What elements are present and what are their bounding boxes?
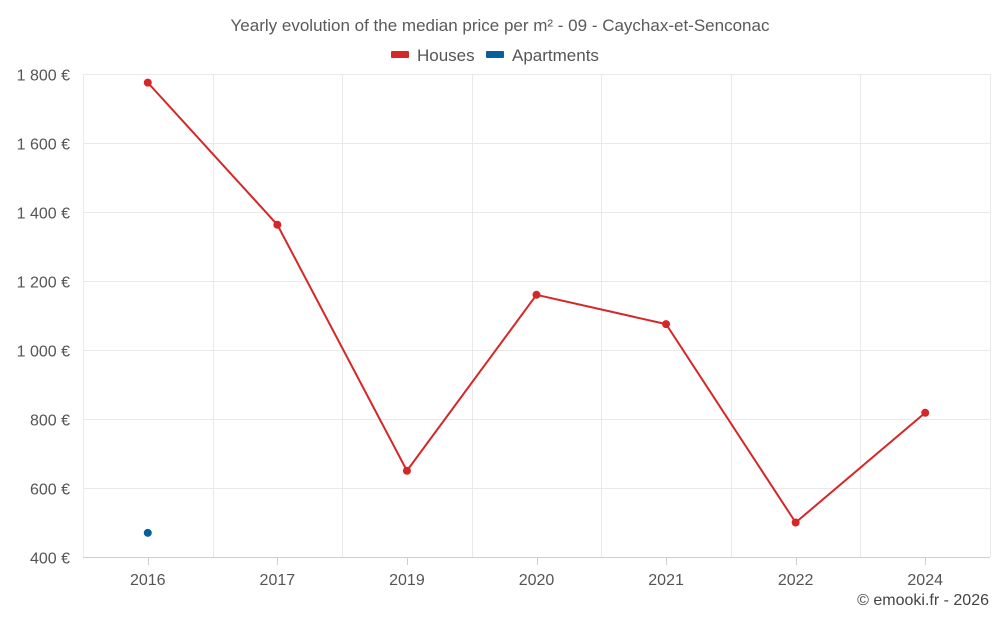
x-tick-label: 2019 bbox=[389, 572, 425, 589]
x-tick-label: 2022 bbox=[778, 572, 814, 589]
legend-swatch-houses bbox=[391, 51, 409, 58]
series-line-houses bbox=[147, 81, 926, 524]
data-point-houses[interactable] bbox=[662, 320, 671, 329]
data-point-houses[interactable] bbox=[791, 518, 800, 527]
credit-label: © emooki.fr - 2026 bbox=[857, 592, 989, 609]
y-tick-label: 1 200 € bbox=[17, 275, 70, 292]
series-layer bbox=[143, 78, 930, 537]
x-tick-label: 2017 bbox=[260, 572, 296, 589]
data-point-houses[interactable] bbox=[273, 220, 282, 229]
y-tick-label: 1 800 € bbox=[17, 68, 70, 85]
data-point-houses[interactable] bbox=[402, 466, 411, 475]
legend-item-apartments[interactable]: Apartments bbox=[486, 46, 599, 65]
y-tick-label: 1 400 € bbox=[17, 206, 70, 223]
y-tick-label: 800 € bbox=[30, 413, 70, 430]
grid-lines bbox=[83, 74, 991, 557]
x-tick-label: 2016 bbox=[130, 572, 166, 589]
data-point-houses[interactable] bbox=[921, 408, 930, 417]
y-axis: 400 € 600 € 800 € 1 000 € 1 200 € 1 400 € 1 60… bbox=[17, 68, 70, 568]
legend-label-houses: Houses bbox=[417, 46, 475, 65]
y-tick-label: 1 600 € bbox=[17, 137, 70, 154]
legend-label-apartments: Apartments bbox=[512, 46, 599, 65]
x-tick-label: 2024 bbox=[907, 572, 943, 589]
legend-item-houses[interactable]: Houses bbox=[391, 46, 475, 65]
chart-title: Yearly evolution of the median price per… bbox=[231, 16, 770, 35]
data-point-houses[interactable] bbox=[143, 78, 152, 87]
y-tick-label: 600 € bbox=[30, 482, 70, 499]
legend-swatch-apartments bbox=[486, 51, 504, 58]
chart-legend: Houses Apartments bbox=[391, 46, 599, 65]
data-point-houses[interactable] bbox=[532, 290, 541, 299]
data-point-apartments[interactable] bbox=[143, 528, 152, 537]
y-tick-label: 400 € bbox=[30, 551, 70, 568]
x-axis: 2016 2017 2019 2020 2021 2022 2024 bbox=[83, 557, 990, 589]
y-tick-label: 1 000 € bbox=[17, 344, 70, 361]
x-tick-label: 2021 bbox=[648, 572, 684, 589]
x-tick-label: 2020 bbox=[519, 572, 555, 589]
